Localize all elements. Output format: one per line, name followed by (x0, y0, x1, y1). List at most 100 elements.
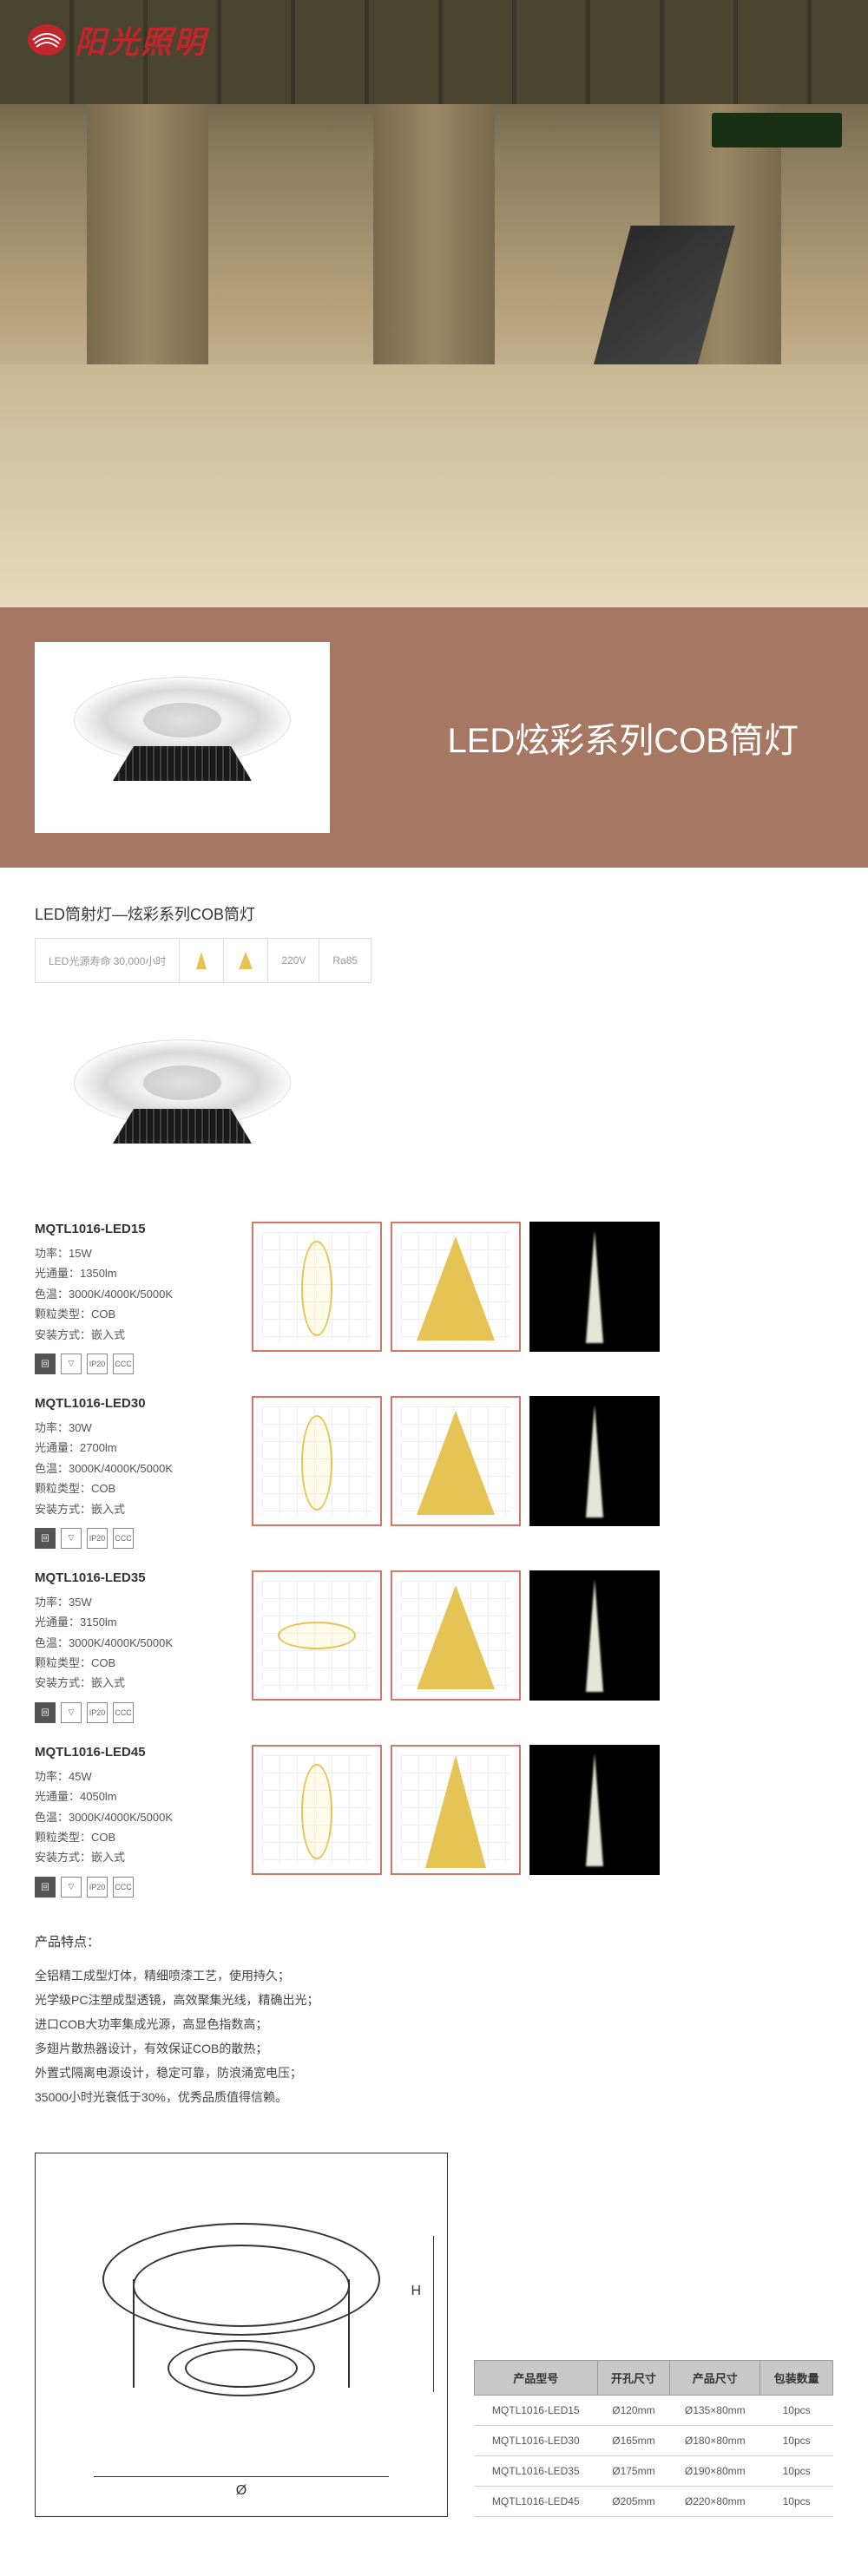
bottom-section: H Ø 产品型号开孔尺寸产品尺寸包装数量 MQTL1016-LED15Ø120m… (35, 2153, 833, 2517)
spec-line: 光通量：1350lm (35, 1263, 243, 1283)
table-row: MQTL1016-LED45Ø205mmØ220×80mm10pcs (475, 2486, 833, 2516)
cert-icons: 回▽IP20CCC (35, 1354, 243, 1374)
spec-line: 功率：15W (35, 1243, 243, 1263)
cert-icon: IP20 (87, 1877, 108, 1898)
spec-row: MQTL1016-LED45 功率：45W光通量：4050lm色温：3000K/4… (35, 1745, 833, 1898)
cert-icon: ▽ (61, 1354, 82, 1374)
spec-row: MQTL1016-LED30功率：30W光通量：2700lm色温：3000K/4… (35, 1396, 833, 1549)
spec-line: 颗粒类型：COB (35, 1304, 243, 1324)
table-cell: Ø205mm (597, 2486, 670, 2516)
title-product-image (35, 642, 330, 833)
spec-line: 光通量：4050lm (35, 1786, 243, 1806)
spec-line: 色温：3000K/4000K/5000K (35, 1807, 243, 1827)
cert-icon: ▽ (61, 1528, 82, 1549)
polar-chart (252, 1222, 382, 1352)
cert-icon: IP20 (87, 1528, 108, 1549)
table-cell: 10pcs (760, 2395, 833, 2425)
cone-chart (391, 1570, 521, 1701)
badge-cri: Ra85 (319, 939, 371, 982)
table-cell: Ø135×80mm (670, 2395, 760, 2425)
spec-model: MQTL1016-LED35 (35, 1570, 243, 1585)
hero-sign (712, 113, 842, 147)
dimension-drawing: H Ø (35, 2153, 448, 2517)
table-cell: Ø190×80mm (670, 2455, 760, 2486)
feature-line: 多翅片散热器设计，有效保证COB的散热； (35, 2036, 833, 2061)
cone-chart (391, 1396, 521, 1526)
beam-preview (529, 1570, 660, 1701)
cert-icon: 回 (35, 1528, 56, 1549)
hero-floor (0, 364, 868, 607)
badges-row: LED光源寿命 30,000小时 220V Ra85 (35, 938, 372, 983)
table-cell: MQTL1016-LED30 (475, 2425, 598, 2455)
logo-icon (26, 19, 68, 61)
table-row: MQTL1016-LED15Ø120mmØ135×80mm10pcs (475, 2395, 833, 2425)
logo-text: 阳光照明 (75, 17, 207, 62)
spec-line: 安装方式：嵌入式 (35, 1847, 243, 1867)
table-cell: 10pcs (760, 2425, 833, 2455)
spec-line: 颗粒类型：COB (35, 1827, 243, 1847)
hero-image: 阳光照明 (0, 0, 868, 607)
table-header: 开孔尺寸 (597, 2360, 670, 2395)
badge-lifetime: LED光源寿命 30,000小时 (36, 939, 180, 982)
cone-chart (391, 1745, 521, 1875)
feature-line: 外置式隔离电源设计，稳定可靠，防浪涌宽电压； (35, 2061, 833, 2085)
features-title: 产品特点： (35, 1932, 833, 1950)
spec-line: 安装方式：嵌入式 (35, 1325, 243, 1345)
beam-preview (529, 1745, 660, 1875)
spec-model: MQTL1016-LED30 (35, 1396, 243, 1411)
spec-line: 安装方式：嵌入式 (35, 1499, 243, 1519)
table-cell: Ø175mm (597, 2455, 670, 2486)
table-header: 产品型号 (475, 2360, 598, 2395)
feature-line: 全铝精工成型灯体，精细喷漆工艺，使用持久； (35, 1963, 833, 1988)
cert-icons: 回▽IP20CCC (35, 1702, 243, 1723)
badge-voltage: 220V (268, 939, 319, 982)
table-row: MQTL1016-LED30Ø165mmØ180×80mm10pcs (475, 2425, 833, 2455)
table-cell: MQTL1016-LED35 (475, 2455, 598, 2486)
feature-line: 光学级PC注塑成型透镜，高效聚集光线，精确出光； (35, 1988, 833, 2012)
table-header: 产品尺寸 (670, 2360, 760, 2395)
cert-icon: ▽ (61, 1702, 82, 1723)
spec-line: 功率：30W (35, 1418, 243, 1438)
brand-logo: 阳光照明 (26, 17, 207, 62)
features-section: 产品特点： 全铝精工成型灯体，精细喷漆工艺，使用持久；光学级PC注塑成型透镜，高… (35, 1932, 833, 2109)
spec-line: 色温：3000K/4000K/5000K (35, 1633, 243, 1653)
spec-line: 安装方式：嵌入式 (35, 1673, 243, 1693)
cert-icon: CCC (113, 1877, 134, 1898)
spec-line: 光通量：2700lm (35, 1438, 243, 1458)
title-band: LED炫彩系列COB筒灯 (0, 607, 868, 868)
polar-chart (252, 1570, 382, 1701)
dimension-table: 产品型号开孔尺寸产品尺寸包装数量 MQTL1016-LED15Ø120mmØ13… (474, 2360, 833, 2517)
cert-icon: 回 (35, 1877, 56, 1898)
table-cell: 10pcs (760, 2455, 833, 2486)
spec-line: 功率：35W (35, 1592, 243, 1612)
beam-preview (529, 1396, 660, 1526)
spec-model: MQTL1016-LED45 (35, 1745, 243, 1760)
spec-line: 功率：45W (35, 1766, 243, 1786)
cert-icons: 回▽IP20CCC (35, 1877, 243, 1898)
table-header: 包装数量 (760, 2360, 833, 2395)
table-row: MQTL1016-LED35Ø175mmØ190×80mm10pcs (475, 2455, 833, 2486)
beam-preview (529, 1222, 660, 1352)
table-cell: Ø120mm (597, 2395, 670, 2425)
table-cell: 10pcs (760, 2486, 833, 2516)
spec-line: 颗粒类型：COB (35, 1653, 243, 1673)
spec-row: MQTL1016-LED15功率：15W光通量：1350lm色温：3000K/4… (35, 1222, 833, 1374)
table-cell: Ø180×80mm (670, 2425, 760, 2455)
subtitle: LED筒射灯—炫彩系列COB筒灯 (35, 902, 833, 925)
table-cell: Ø220×80mm (670, 2486, 760, 2516)
cert-icon: ▽ (61, 1877, 82, 1898)
dim-h-label: H (411, 2284, 421, 2299)
cert-icon: 回 (35, 1702, 56, 1723)
series-title: LED炫彩系列COB筒灯 (448, 712, 799, 763)
dim-phi-label: Ø (236, 2483, 247, 2499)
polar-chart (252, 1745, 382, 1875)
cert-icon: CCC (113, 1354, 134, 1374)
spec-line: 光通量：3150lm (35, 1612, 243, 1632)
table-cell: Ø165mm (597, 2425, 670, 2455)
feature-line: 35000小时光衰低于30%，优秀品质值得信赖。 (35, 2085, 833, 2109)
content-area: LED筒射灯—炫彩系列COB筒灯 LED光源寿命 30,000小时 220V R… (0, 868, 868, 2552)
polar-chart (252, 1396, 382, 1526)
cert-icon: CCC (113, 1702, 134, 1723)
spec-row: MQTL1016-LED35 功率：35W光通量：3150lm色温：3000K/4… (35, 1570, 833, 1723)
product-preview-image (35, 1005, 330, 1196)
